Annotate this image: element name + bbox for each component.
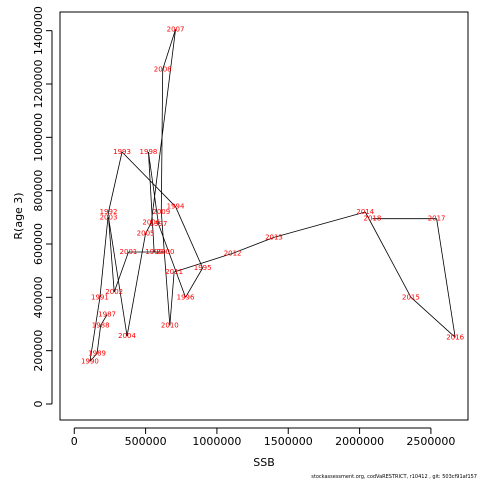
connecting-lines xyxy=(89,29,456,362)
segment-2013-2014 xyxy=(273,211,366,238)
footer-caption: stockassessment.org, codVaRESTRICT, r104… xyxy=(311,474,477,480)
point-label-2009: 2009 xyxy=(152,208,170,216)
point-label-2017: 2017 xyxy=(428,215,446,223)
segment-1997-1998 xyxy=(148,151,159,225)
y-axis-label: R(age 3) xyxy=(12,192,25,239)
point-label-1989: 1989 xyxy=(88,349,106,357)
segment-1994-1995 xyxy=(175,206,204,269)
point-label-1993: 1993 xyxy=(113,148,131,156)
segment-2015-2016 xyxy=(410,297,456,338)
segment-1988-1989 xyxy=(96,325,102,354)
segment-1998-1999 xyxy=(148,151,155,253)
point-label-1994: 1994 xyxy=(167,203,185,211)
x-tick-label: 0 xyxy=(71,435,78,448)
segment-2010-2011 xyxy=(169,271,175,326)
x-axis: 0 500000 1000000 1500000 2000000 2500000 xyxy=(71,427,455,448)
point-label-2018: 2018 xyxy=(364,215,382,223)
point-label-2000: 2000 xyxy=(157,248,175,256)
segment-1990-1991 xyxy=(89,297,101,362)
point-label-2012: 2012 xyxy=(224,249,242,257)
point-label-1995: 1995 xyxy=(194,264,212,272)
segment-1987-1988 xyxy=(100,314,108,326)
segment-2012-2013 xyxy=(232,236,275,254)
segment-1992-1993 xyxy=(108,151,123,213)
point-label-1990: 1990 xyxy=(81,357,99,365)
segment-1993-1994 xyxy=(121,151,176,207)
y-tick-label: 400000 xyxy=(32,276,45,318)
point-label-2004: 2004 xyxy=(118,332,136,340)
point-label-1987: 1987 xyxy=(98,311,116,319)
segment-2016-2017 xyxy=(436,218,456,338)
point-label-2007: 2007 xyxy=(167,25,185,33)
y-tick-label: 200000 xyxy=(32,330,45,372)
x-tick-label: 2500000 xyxy=(406,435,455,448)
y-tick-label: 600000 xyxy=(32,223,45,265)
point-label-2001: 2001 xyxy=(120,248,138,256)
point-label-2016: 2016 xyxy=(446,333,464,341)
y-tick-label: 1400000 xyxy=(32,6,45,55)
segment-2001-2002 xyxy=(113,251,129,293)
point-label-2003: 2003 xyxy=(100,213,118,221)
segment-2014-2015 xyxy=(364,211,412,298)
y-tick-label: 800000 xyxy=(32,170,45,212)
segment-2006-2007 xyxy=(150,29,176,223)
y-tick-label: 1000000 xyxy=(32,113,45,162)
y-tick-label: 1200000 xyxy=(32,60,45,109)
point-label-2005: 2005 xyxy=(137,229,155,237)
point-label-1998: 1998 xyxy=(140,148,158,156)
segment-2007-2008 xyxy=(162,29,176,70)
segment-2004-2005 xyxy=(126,233,146,337)
point-label-2010: 2010 xyxy=(161,321,179,329)
plot-frame xyxy=(59,11,469,421)
point-label-2014: 2014 xyxy=(356,208,374,216)
x-tick-label: 1500000 xyxy=(264,435,313,448)
segment-2009-2010 xyxy=(160,211,171,326)
y-axis: 0 200000 400000 600000 800000 1000000 1200000 1… xyxy=(32,6,53,408)
point-label-2006: 2006 xyxy=(142,219,160,227)
point-label-1996: 1996 xyxy=(177,293,195,301)
point-label-1999: 1999 xyxy=(145,248,163,256)
x-tick-label: 500000 xyxy=(125,435,167,448)
segment-2005-2006 xyxy=(145,222,152,234)
segment-1995-1996 xyxy=(185,267,204,298)
segment-2011-2012 xyxy=(174,252,233,273)
point-label-2015: 2015 xyxy=(402,293,420,301)
segment-2003-2004 xyxy=(108,217,128,337)
x-tick-label: 2000000 xyxy=(335,435,384,448)
point-label-2011: 2011 xyxy=(165,268,183,276)
point-label-2013: 2013 xyxy=(265,233,283,241)
segment-2002-2003 xyxy=(108,217,115,293)
y-tick-label: 0 xyxy=(32,401,45,408)
x-axis-label: SSB xyxy=(253,456,275,469)
point-label-1997: 1997 xyxy=(150,220,168,228)
point-label-1988: 1988 xyxy=(92,321,110,329)
point-label-1992: 1992 xyxy=(100,208,118,216)
segment-2008-2009 xyxy=(160,69,164,213)
point-label-1991: 1991 xyxy=(91,293,109,301)
x-tick-label: 1000000 xyxy=(192,435,241,448)
segment-1989-1990 xyxy=(89,353,98,362)
point-label-2002: 2002 xyxy=(105,288,123,296)
segment-1991-1992 xyxy=(99,211,109,298)
point-label-2008: 2008 xyxy=(154,65,172,73)
